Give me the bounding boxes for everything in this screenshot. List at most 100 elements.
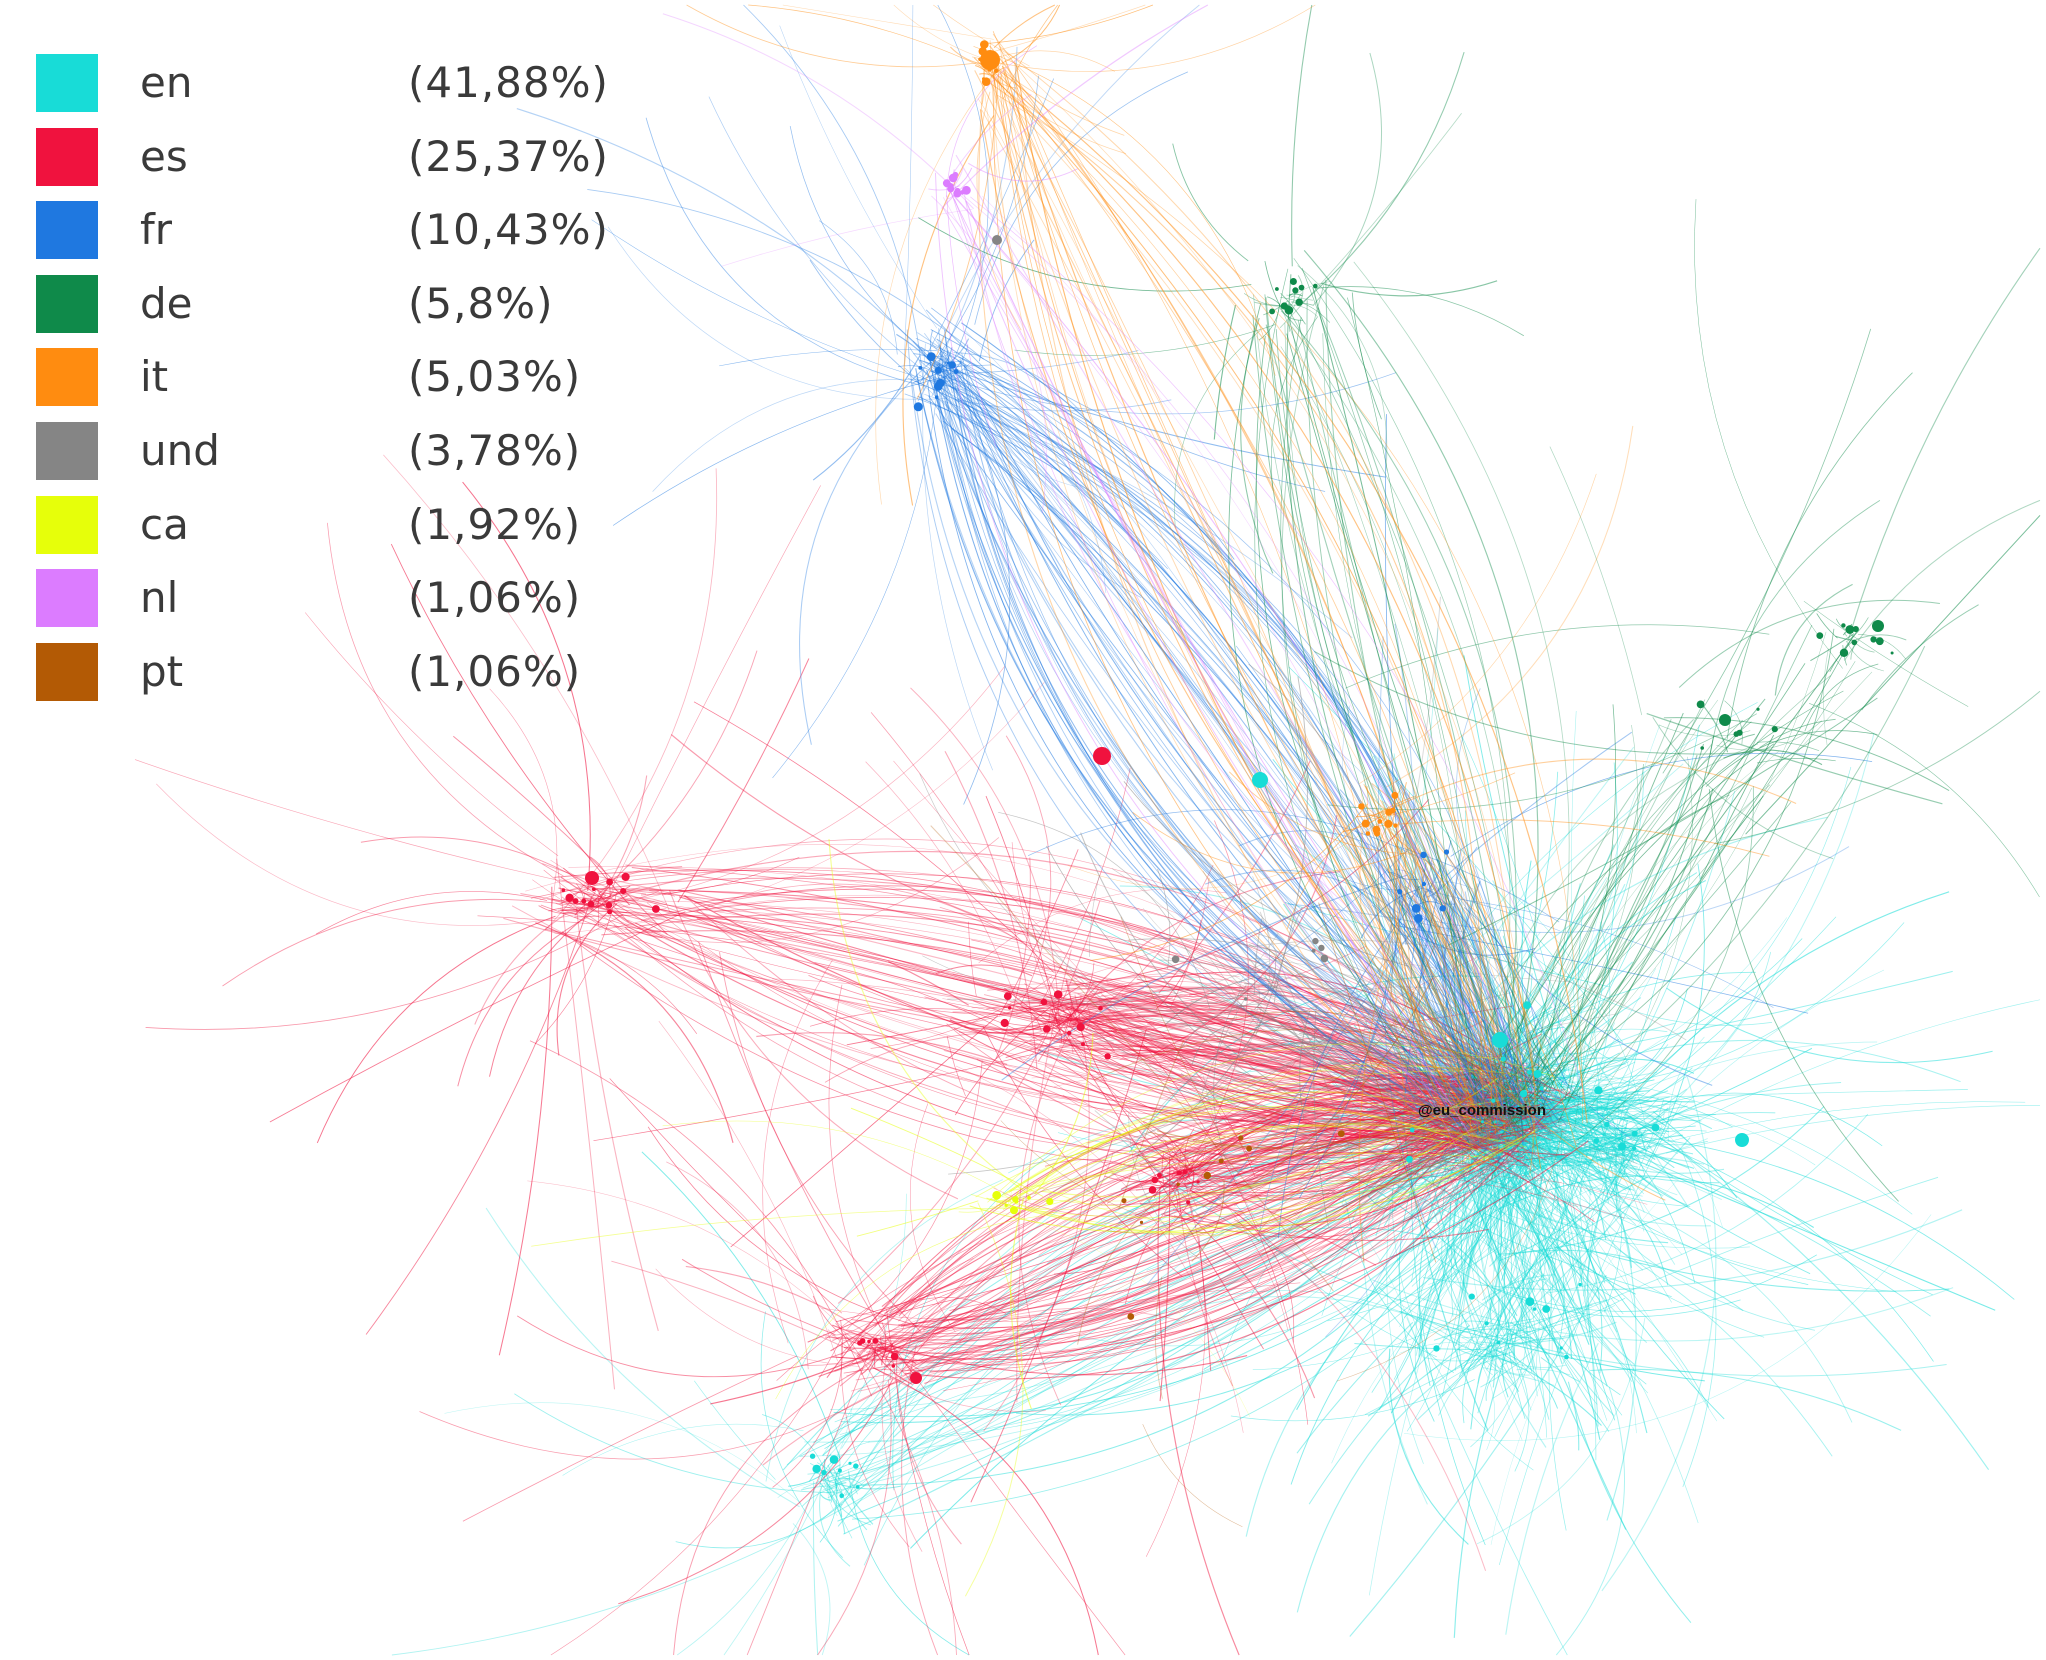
edge-es <box>837 900 1101 1304</box>
edge-en <box>1613 1107 1669 1144</box>
edge-en <box>1587 1153 1640 1178</box>
hub-node-es <box>1093 747 1111 765</box>
edge-en <box>1396 1183 1672 1298</box>
edge-de <box>1265 324 1532 1131</box>
edge-ca <box>850 1107 1044 1197</box>
edge-en <box>1418 1179 1512 1357</box>
node-es <box>857 1340 863 1346</box>
node-de <box>1733 731 1740 737</box>
edge-es <box>880 1340 895 1342</box>
edge-it <box>1360 808 1489 1148</box>
edge-it <box>686 4 978 68</box>
edge-es <box>658 1020 838 1362</box>
edge-ca <box>1010 1197 1032 1410</box>
edge-fr <box>1339 789 1383 894</box>
edge-es <box>921 1155 1494 1347</box>
edge-es <box>489 885 631 1077</box>
edge-en <box>1486 1090 1613 1371</box>
edge-pt <box>1094 1028 1549 1093</box>
edge-pt <box>1000 1120 1215 1235</box>
edge-fr <box>947 350 1522 1097</box>
edge-und <box>1298 1065 1471 1099</box>
edge-es <box>1054 1023 1063 1044</box>
edge-es <box>931 1084 1455 1338</box>
edge-en <box>1519 1125 1539 1333</box>
edge-fr <box>944 336 1493 1128</box>
edge-fr <box>1397 925 1809 1014</box>
edge-en <box>1262 1118 1649 1394</box>
edge-pt <box>1250 1192 1330 1201</box>
edge-es <box>477 915 1444 1131</box>
edge-de <box>1301 267 1512 1135</box>
edge-es <box>889 1093 1495 1341</box>
edge-es <box>652 907 1484 1107</box>
edge-es <box>1158 760 1311 994</box>
edge-und <box>1259 911 1358 1169</box>
edge-de <box>1351 292 1382 420</box>
legend-percent: (25,37%) <box>408 131 609 181</box>
edge-en <box>1399 1143 1556 1328</box>
node-es <box>561 888 566 893</box>
edge-it <box>1358 473 1597 785</box>
edge-en <box>1442 1165 1493 1379</box>
node-pt <box>1238 1135 1244 1141</box>
edge-de <box>1700 703 1729 753</box>
edge-fr <box>918 359 933 380</box>
edge-es <box>222 898 573 987</box>
node-it <box>1373 830 1381 837</box>
node-de <box>1851 639 1858 646</box>
edge-it <box>1004 59 1536 1169</box>
edge-fr <box>812 355 921 481</box>
edge-es <box>846 991 1103 1046</box>
node-en <box>1651 1123 1660 1132</box>
edge-it <box>1405 830 1472 1172</box>
edge-en <box>1499 1153 1634 1262</box>
edge-pt <box>1258 1119 1513 1232</box>
edge-en <box>1581 1122 1617 1130</box>
edge-es <box>606 897 668 907</box>
edge-en <box>1489 919 1583 1287</box>
edge-es <box>613 888 1485 1144</box>
edge-en <box>1426 1015 1809 1285</box>
hub-node-und <box>992 235 1002 245</box>
node-it <box>1389 807 1396 814</box>
edge-de <box>1694 199 1843 669</box>
edge-fr <box>1342 705 1393 882</box>
edge-und <box>998 811 1211 1009</box>
edge-en <box>1372 1279 1954 1342</box>
edge-it <box>993 71 1535 1082</box>
edge-nl <box>955 154 1543 1131</box>
hub-node-es <box>585 871 599 885</box>
edge-fr <box>957 360 1483 1107</box>
node-fr <box>934 395 939 400</box>
edge-it <box>1380 862 1530 1115</box>
edge-de <box>1314 650 1753 755</box>
edge-de <box>1254 268 1435 1111</box>
edge-de <box>1774 583 1853 696</box>
edge-it <box>902 115 995 506</box>
edge-ca <box>828 838 1031 1197</box>
edge-und <box>1245 939 1687 1041</box>
edge-en <box>1504 1118 1544 1419</box>
edge-es <box>1190 1189 1246 1214</box>
node-nl <box>962 185 971 195</box>
edge-es <box>1176 1170 1233 1387</box>
edge-en <box>1616 1141 1687 1206</box>
edge-en <box>1345 628 1439 1129</box>
edge-ca <box>1015 1100 1500 1196</box>
edge-en <box>1518 1065 1670 1107</box>
edge-de <box>1014 324 1276 356</box>
edge-es <box>1068 1015 1096 1028</box>
edge-en <box>1266 1040 1514 1185</box>
edge-es <box>1143 1184 1179 1238</box>
node-es <box>1053 990 1063 999</box>
edge-und <box>1248 663 1394 1004</box>
edge-fr <box>917 395 1119 511</box>
edge-es <box>1189 1170 1195 1192</box>
edge-en <box>723 1484 824 1656</box>
edge-en <box>1507 1137 1550 1420</box>
edge-de <box>1501 629 1859 1118</box>
edge-es <box>992 986 1562 1100</box>
node-es <box>1104 1053 1111 1060</box>
legend-percent: (10,43%) <box>408 205 609 255</box>
